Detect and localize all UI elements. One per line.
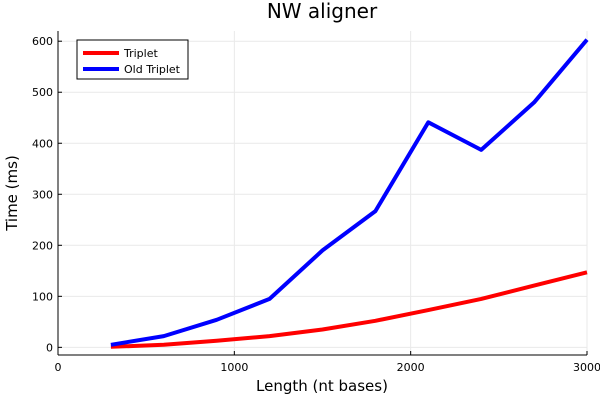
legend-label-old-triplet: Old Triplet (124, 63, 181, 76)
legend-box (76, 39, 189, 80)
y-tick-label: 300 (32, 188, 53, 201)
y-tick-label: 500 (32, 86, 53, 99)
x-tick-label: 2000 (397, 361, 425, 374)
legend-label-triplet: Triplet (123, 47, 158, 60)
y-tick-label: 600 (32, 35, 53, 48)
gridlines (57, 31, 588, 355)
x-tick-label: 1000 (220, 361, 248, 374)
y-axis-title: Time (ms) (3, 155, 21, 232)
y-tick-label: 100 (32, 290, 53, 303)
series-line-old-triplet (110, 38, 589, 347)
series-line-triplet (110, 270, 588, 349)
x-tick-label: 3000 (573, 361, 600, 374)
chart-title: NW aligner (267, 0, 378, 23)
y-axis-ticks: 0 100 200 300 400 500 600 (32, 35, 62, 354)
series-lines (110, 38, 589, 349)
x-axis-title: Length (nt bases) (256, 377, 388, 395)
y-tick-label: 400 (32, 137, 53, 150)
y-tick-label: 200 (32, 239, 53, 252)
y-tick-label: 0 (46, 341, 53, 354)
legend: Triplet Old Triplet (76, 39, 189, 80)
x-tick-label: 0 (55, 361, 62, 374)
x-axis-ticks: 0 1000 2000 3000 (55, 351, 600, 374)
axes (57, 31, 587, 356)
